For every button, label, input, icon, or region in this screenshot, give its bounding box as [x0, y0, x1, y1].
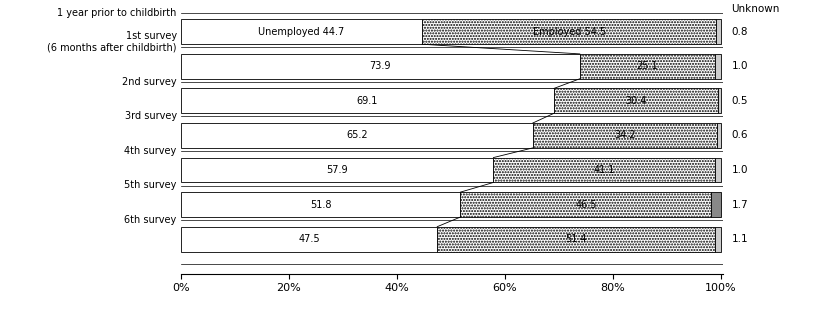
- Text: 69.1: 69.1: [357, 96, 378, 106]
- Bar: [181, 123, 533, 148]
- Text: 25.1: 25.1: [637, 61, 658, 71]
- Bar: [715, 158, 721, 183]
- Bar: [181, 88, 554, 113]
- Text: Unknown: Unknown: [732, 4, 780, 14]
- Text: 0.5: 0.5: [732, 96, 748, 106]
- Bar: [181, 158, 493, 183]
- Bar: [718, 88, 721, 113]
- Text: 1.0: 1.0: [732, 61, 748, 71]
- Text: 65.2: 65.2: [346, 130, 367, 141]
- Bar: [714, 227, 721, 252]
- Text: 0.8: 0.8: [732, 27, 748, 37]
- Bar: [554, 88, 718, 113]
- Bar: [181, 19, 423, 44]
- Bar: [533, 123, 718, 148]
- Bar: [181, 54, 580, 79]
- Text: 57.9: 57.9: [326, 165, 348, 175]
- Text: 1.7: 1.7: [732, 200, 748, 210]
- Text: 46.5: 46.5: [575, 200, 597, 210]
- Bar: [493, 158, 715, 183]
- Text: 41.1: 41.1: [593, 165, 615, 175]
- Text: 0.6: 0.6: [732, 130, 748, 141]
- Text: 1.1: 1.1: [732, 234, 748, 244]
- Text: 51.4: 51.4: [566, 234, 587, 244]
- Bar: [423, 19, 716, 44]
- Text: 73.9: 73.9: [370, 61, 391, 71]
- Bar: [718, 123, 721, 148]
- Text: 47.5: 47.5: [298, 234, 320, 244]
- Text: 51.8: 51.8: [310, 200, 331, 210]
- Bar: [460, 192, 712, 217]
- Bar: [181, 227, 437, 252]
- Bar: [716, 19, 721, 44]
- Text: 1.0: 1.0: [732, 165, 748, 175]
- Bar: [715, 54, 721, 79]
- Text: Unemployed 44.7: Unemployed 44.7: [258, 27, 344, 37]
- Bar: [181, 192, 460, 217]
- Bar: [580, 54, 715, 79]
- Text: 34.2: 34.2: [614, 130, 636, 141]
- Bar: [437, 227, 714, 252]
- Text: 30.4: 30.4: [626, 96, 647, 106]
- Text: Employed 54.5: Employed 54.5: [533, 27, 606, 37]
- Bar: [712, 192, 721, 217]
